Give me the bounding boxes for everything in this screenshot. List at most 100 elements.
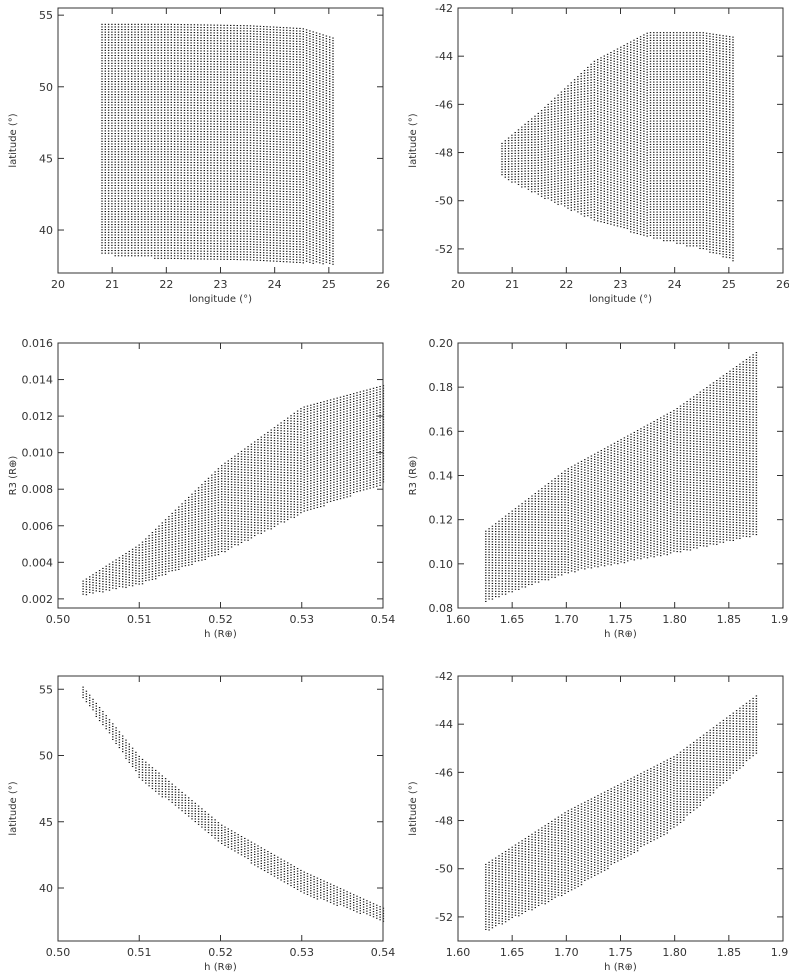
- scatter-point: [187, 255, 189, 257]
- scatter-point: [150, 101, 153, 103]
- scatter-point: [164, 83, 166, 85]
- scatter-point: [223, 71, 225, 73]
- scatter-point: [124, 190, 126, 192]
- scatter-point: [230, 71, 232, 73]
- scatter-point: [246, 220, 248, 222]
- scatter-point: [114, 161, 116, 163]
- scatter-point: [269, 224, 271, 226]
- scatter-point: [160, 83, 163, 85]
- scatter-point: [190, 60, 192, 62]
- scatter-point: [173, 156, 176, 158]
- scatter-point: [200, 164, 202, 166]
- scatter-point: [266, 197, 268, 199]
- scatter-point: [140, 26, 143, 28]
- scatter-point: [256, 132, 258, 134]
- scatter-point: [154, 130, 156, 132]
- scatter-point: [243, 118, 245, 120]
- scatter-point: [107, 250, 110, 252]
- scatter-point: [180, 232, 182, 234]
- scatter-point: [276, 76, 278, 78]
- scatter-point: [177, 172, 179, 174]
- scatter-point: [114, 138, 116, 140]
- scatter-point: [101, 205, 103, 207]
- scatter-point: [236, 207, 238, 209]
- scatter-point: [164, 96, 166, 98]
- scatter-point: [134, 55, 136, 57]
- scatter-point: [124, 29, 126, 31]
- scatter-point: [164, 250, 166, 252]
- scatter-point: [223, 32, 225, 34]
- scatter-point: [236, 191, 238, 193]
- scatter-point: [121, 198, 123, 200]
- scatter-point: [266, 203, 268, 205]
- scatter-point: [206, 99, 209, 101]
- scatter-point: [282, 40, 285, 42]
- scatter-point: [279, 143, 281, 145]
- scatter-point: [154, 75, 156, 77]
- scatter-point: [111, 96, 113, 98]
- scatter-point: [276, 250, 278, 252]
- scatter-point: [131, 218, 133, 220]
- scatter-point: [269, 96, 271, 98]
- scatter-point: [213, 243, 215, 245]
- scatter-point: [223, 201, 225, 203]
- scatter-point: [269, 255, 271, 257]
- scatter-point: [173, 68, 176, 70]
- scatter-point: [206, 45, 209, 47]
- scatter-point: [131, 138, 133, 140]
- scatter-point: [253, 59, 255, 61]
- scatter-point: [246, 194, 248, 196]
- scatter-point: [101, 81, 103, 83]
- scatter-point: [223, 230, 225, 232]
- scatter-point: [131, 250, 133, 252]
- scatter-point: [239, 131, 242, 133]
- scatter-point: [272, 226, 275, 228]
- scatter-point: [183, 250, 186, 252]
- scatter-point: [193, 198, 196, 200]
- scatter-point: [249, 139, 252, 141]
- scatter-point: [223, 227, 225, 229]
- scatter-point: [253, 194, 255, 196]
- scatter-point: [256, 231, 258, 233]
- scatter-point: [230, 102, 232, 104]
- scatter-point: [127, 185, 130, 187]
- scatter-point: [272, 200, 275, 202]
- scatter-point: [203, 131, 205, 133]
- scatter-point: [177, 107, 179, 109]
- scatter-point: [239, 82, 242, 84]
- scatter-point: [276, 234, 278, 236]
- scatter-point: [127, 159, 130, 161]
- scatter-point: [124, 242, 126, 244]
- scatter-point: [256, 28, 258, 30]
- scatter-point: [213, 105, 215, 107]
- scatter-point: [107, 26, 110, 28]
- scatter-point: [239, 220, 242, 222]
- scatter-point: [190, 208, 192, 210]
- scatter-point: [180, 86, 182, 88]
- scatter-point: [177, 83, 179, 85]
- scatter-point: [239, 170, 242, 172]
- scatter-point: [167, 156, 169, 158]
- scatter-point: [276, 83, 278, 85]
- scatter-point: [183, 211, 186, 213]
- scatter-point: [243, 90, 245, 92]
- scatter-point: [180, 112, 182, 114]
- scatter-point: [190, 250, 192, 252]
- scatter-point: [154, 174, 156, 176]
- scatter-point: [263, 260, 265, 262]
- scatter-point: [101, 112, 103, 114]
- scatter-point: [190, 32, 192, 34]
- scatter-point: [164, 211, 166, 213]
- scatter-point: [230, 232, 232, 234]
- scatter-point: [279, 188, 281, 190]
- scatter-point: [216, 35, 219, 37]
- scatter-point: [200, 237, 202, 239]
- scatter-point: [124, 109, 126, 111]
- scatter-point: [243, 108, 245, 110]
- scatter-point: [134, 255, 136, 257]
- scatter-point: [263, 236, 265, 238]
- scatter-point: [107, 169, 110, 171]
- scatter-point: [183, 102, 186, 104]
- scatter-point: [272, 224, 275, 226]
- scatter-point: [104, 81, 106, 83]
